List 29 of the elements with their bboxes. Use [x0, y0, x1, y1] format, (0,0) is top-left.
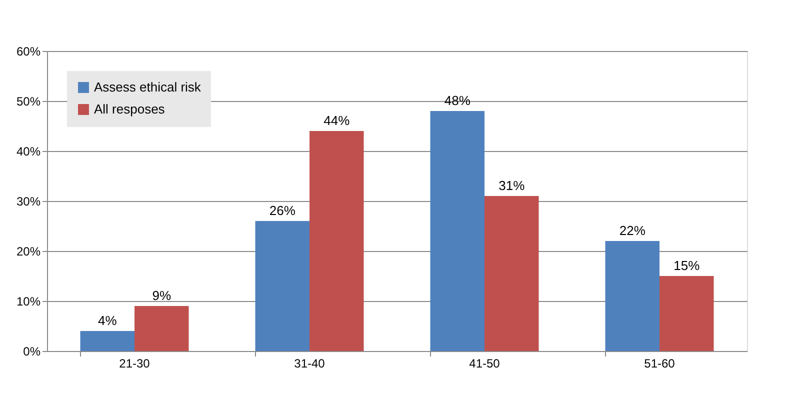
x-tick-label: 41-50 — [469, 356, 500, 370]
data-label: 44% — [324, 113, 350, 128]
bar — [484, 196, 539, 351]
y-tick-label: 50% — [16, 94, 41, 108]
legend-label: Assess ethical risk — [94, 80, 202, 94]
data-label: 4% — [98, 313, 118, 328]
bar — [430, 111, 484, 351]
data-label: 22% — [619, 223, 646, 238]
data-label: 31% — [498, 178, 526, 193]
y-tick-label: 10% — [16, 294, 41, 308]
y-tick-label: 0% — [23, 344, 41, 358]
bar — [310, 131, 364, 351]
x-tick-label: 31-40 — [294, 356, 326, 370]
bar — [134, 306, 189, 351]
bar — [660, 276, 714, 351]
x-tick-label: 51-60 — [644, 356, 676, 370]
x-tick-label: 21-30 — [119, 356, 150, 370]
data-label: 9% — [152, 288, 172, 303]
data-label: 15% — [674, 258, 700, 273]
y-tick-label: 30% — [16, 194, 41, 208]
data-label: 48% — [444, 93, 471, 108]
y-tick-label: 40% — [16, 144, 41, 158]
data-label: 26% — [269, 203, 296, 218]
bar — [255, 221, 310, 351]
legend-label: All resposes — [94, 102, 166, 116]
y-tick-label: 60% — [16, 44, 41, 58]
bar — [80, 331, 134, 351]
bar — [605, 241, 660, 351]
y-tick-label: 20% — [16, 244, 41, 258]
